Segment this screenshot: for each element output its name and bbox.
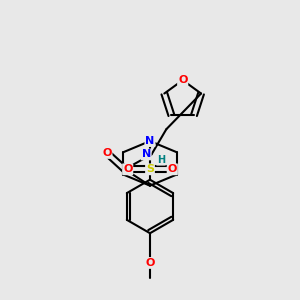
Text: O: O [123,164,132,174]
Text: O: O [102,148,112,158]
Text: H: H [157,155,165,165]
Text: S: S [146,164,154,174]
Text: O: O [168,164,177,174]
Text: N: N [142,149,151,160]
Text: O: O [178,75,188,85]
Text: O: O [145,258,155,268]
Text: N: N [146,136,154,146]
